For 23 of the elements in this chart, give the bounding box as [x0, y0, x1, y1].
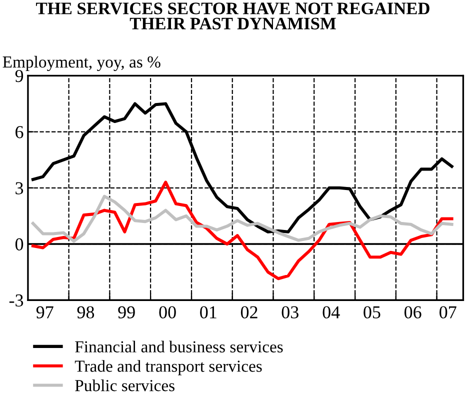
x-tick-label: 05 [364, 306, 380, 318]
y-tick-label: 6 [16, 126, 24, 138]
x-tick-label: 99 [118, 306, 135, 318]
x-tick-label: 00 [159, 306, 176, 318]
x-tick-label: 98 [77, 306, 94, 318]
y-tick-label: 9 [15, 70, 24, 82]
y-tick-label: 0 [15, 238, 24, 250]
y-tick-label: -3 [9, 294, 24, 307]
x-tick-label: 02 [240, 306, 258, 318]
x-tick-label: 06 [404, 306, 422, 318]
x-tick-label: 03 [282, 306, 298, 318]
chart-title: THE SERVICES SECTOR HAVE NOT REGAINED THEIR PAST DYNAMISM [36, 2, 430, 30]
y-tick-label: 3 [16, 182, 24, 194]
x-tick-label: 04 [322, 306, 340, 318]
line-series [31, 180, 454, 280]
legend-label: Financial and business services [75, 340, 283, 352]
x-tick-label: 97 [36, 306, 54, 318]
legend-label: Public services [75, 380, 174, 392]
line-series [31, 194, 454, 243]
x-tick-label: 07 [440, 306, 456, 318]
legend-label: Trade and transport services [74, 360, 262, 376]
x-tick-label: 01 [200, 306, 216, 318]
y-axis-title: Employment, yoy, as % [2, 56, 160, 72]
